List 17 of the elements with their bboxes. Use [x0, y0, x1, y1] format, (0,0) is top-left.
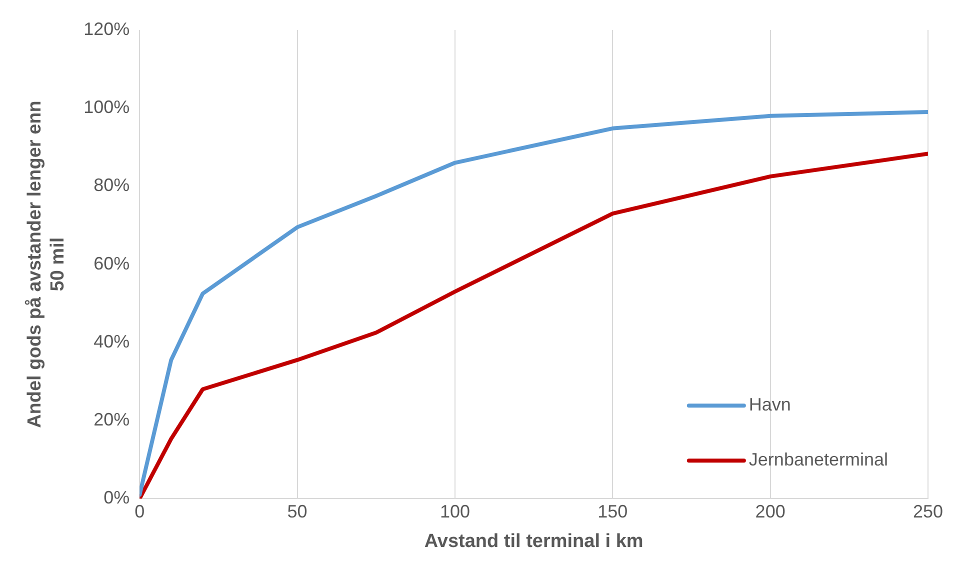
- y-tick-label: 20%: [94, 409, 130, 430]
- legend-label: Havn: [748, 394, 791, 415]
- y-tick-label: 0%: [104, 488, 130, 508]
- y-tick-label: 100%: [84, 97, 130, 118]
- x-tick-label: 250: [912, 501, 944, 522]
- y-axis-title: Andel gods på avstander lenger enn 50 mil: [24, 100, 68, 428]
- y-tick-label: 80%: [94, 175, 130, 196]
- x-tick-label: 200: [755, 501, 786, 522]
- x-axis-title: Avstand til terminal i km: [424, 530, 644, 552]
- x-tick-label: 0: [134, 501, 145, 522]
- x-tick-label: 50: [287, 501, 308, 522]
- x-tick-label: 100: [440, 501, 470, 522]
- y-tick-label: 120%: [84, 18, 130, 39]
- y-tick-label: 60%: [94, 253, 130, 274]
- legend-label: Jernbaneterminal: [748, 450, 888, 470]
- y-tick-label: 40%: [94, 331, 130, 352]
- x-tick-label: 150: [598, 501, 628, 522]
